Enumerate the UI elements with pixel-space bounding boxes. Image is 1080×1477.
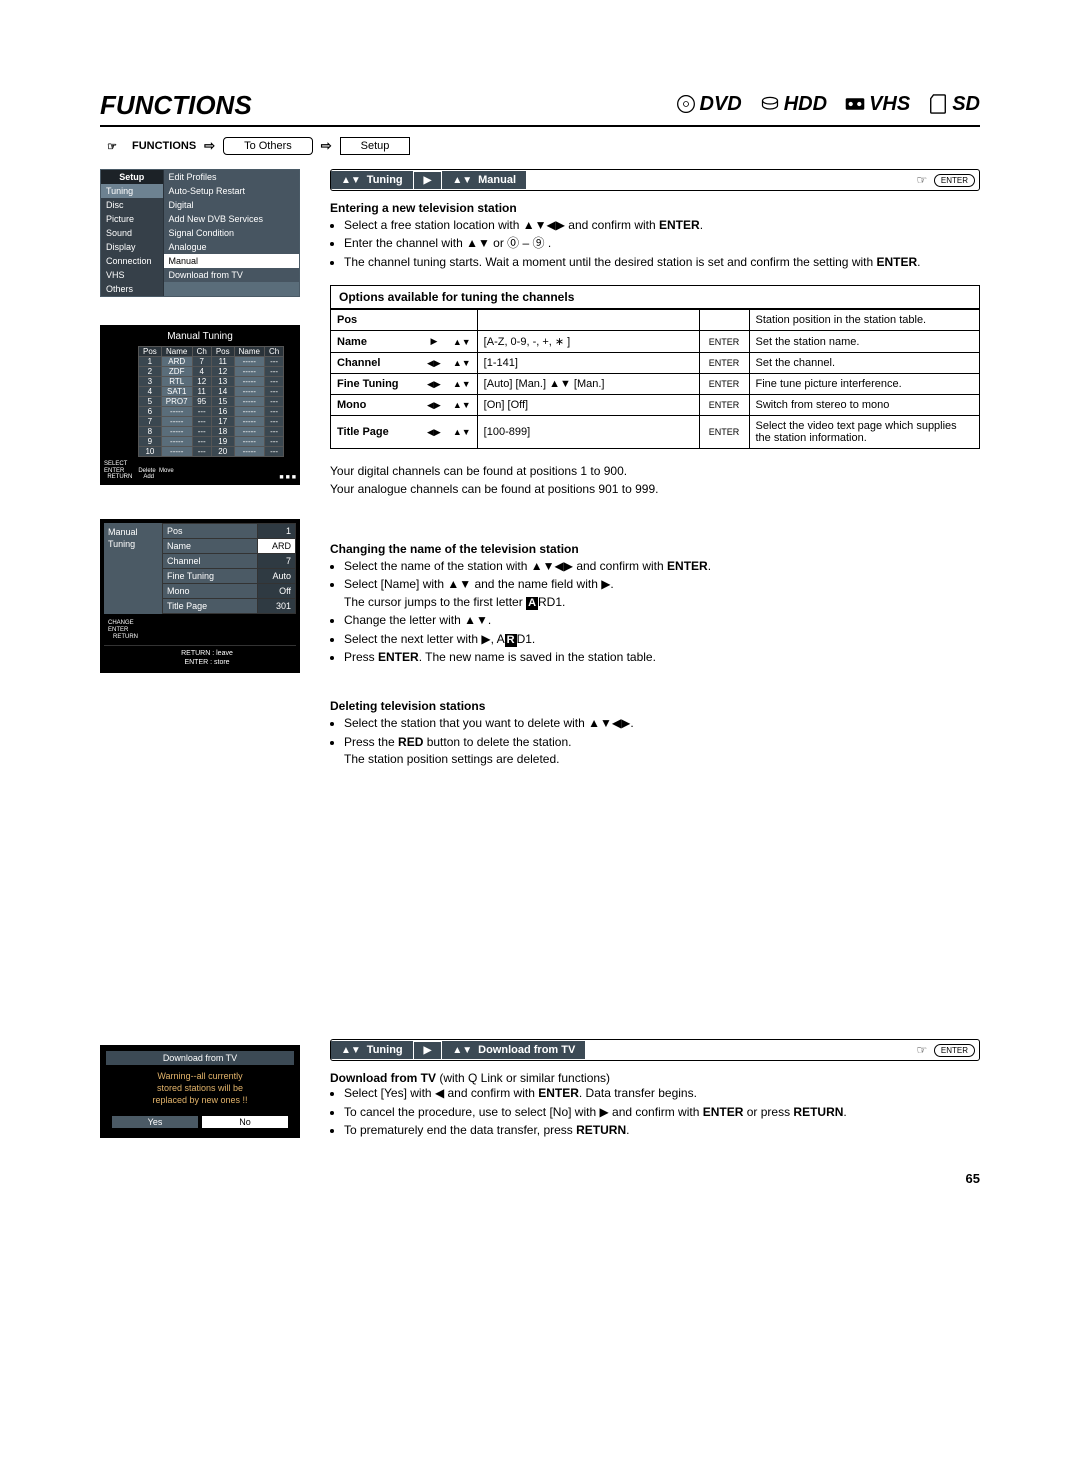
foot-line-2: ENTER : store [184, 659, 229, 666]
list-item: Select a free station location with ▲▼◀▶… [344, 217, 980, 234]
panel-title: Download from TV [106, 1051, 294, 1065]
options-title: Options available for tuning the channel… [331, 286, 979, 309]
yes-button[interactable]: Yes [112, 1116, 198, 1128]
instruction-list: Select the station that you want to dele… [330, 715, 980, 768]
panel-label: Manual Tuning [104, 523, 162, 614]
nav-label: Manual [478, 174, 516, 186]
instruction-list: Select a free station location with ▲▼◀▶… [330, 217, 980, 271]
note-text: Your digital channels can be found at po… [330, 463, 980, 498]
section-heading: Changing the name of the television stat… [330, 542, 980, 556]
nav-bar-download: ▲▼Tuning ▶ ▲▼Download from TV ☞ ENTER [330, 1039, 980, 1061]
no-button[interactable]: No [202, 1116, 288, 1128]
list-item: Select [Name] with ▲▼ and the name field… [344, 576, 980, 611]
arrow-icon: ⇨ [321, 138, 332, 154]
instruction-list: Select the name of the station with ▲▼◀▶… [330, 558, 980, 666]
page-title: FUNCTIONS [100, 90, 252, 121]
list-item: To prematurely end the data transfer, pr… [344, 1122, 980, 1139]
list-item: Enter the channel with ▲▼ or ⓪ – ⑨ . [344, 235, 980, 252]
panel-title: Manual Tuning [104, 329, 296, 346]
breadcrumb-box-2: Setup [340, 137, 411, 155]
list-item: Select the name of the station with ▲▼◀▶… [344, 558, 980, 575]
values-panel: Manual Tuning Pos1NameARDChannel7Fine Tu… [100, 519, 300, 673]
media-hdd: HDD [760, 93, 827, 116]
list-item: Press the RED button to delete the stati… [344, 734, 980, 769]
options-table: Options available for tuning the channel… [330, 285, 980, 449]
panel-footer: SELECTENTER RETURN Delete Move Add ■ ■ ■ [104, 457, 296, 481]
list-item: Select the next letter with ▶, ARD1. [344, 631, 980, 648]
list-item: To cancel the procedure, use to select [… [344, 1104, 980, 1121]
foot-line-1: RETURN : leave [181, 650, 233, 657]
hand-icon: ☞ [910, 1043, 934, 1057]
page-number: 65 [100, 1171, 980, 1186]
tuning-table: PosNameChPosNameCh1ARD711--------2ZDF412… [138, 346, 284, 457]
breadcrumb-label: FUNCTIONS [132, 140, 196, 152]
section-heading: Download from TV (with Q Link or similar… [330, 1071, 980, 1085]
page-header: FUNCTIONS DVD HDD VHS SD [100, 90, 980, 127]
nav-label: Download from TV [478, 1044, 575, 1056]
manual-tuning-panel: Manual Tuning PosNameChPosNameCh1ARD711-… [100, 325, 300, 485]
download-panel: Download from TV Warning--all currently … [100, 1045, 300, 1138]
list-item: Select [Yes] with ◀ and confirm with ENT… [344, 1085, 980, 1102]
values-table: Pos1NameARDChannel7Fine TuningAutoMonoOf… [162, 523, 296, 614]
list-item: Select the station that you want to dele… [344, 715, 980, 732]
hand-icon: ☞ [910, 173, 934, 187]
enter-pill: ENTER [934, 1044, 975, 1057]
section-heading: Entering a new television station [330, 201, 980, 215]
media-dvd: DVD [676, 93, 742, 116]
media-icons: DVD HDD VHS SD [676, 93, 981, 116]
nav-label: Tuning [367, 174, 403, 186]
nav-label: Tuning [367, 1044, 403, 1056]
section-heading: Deleting television stations [330, 699, 980, 713]
media-vhs: VHS [845, 93, 910, 116]
list-item: The channel tuning starts. Wait a moment… [344, 254, 980, 271]
arrow-icon: ⇨ [204, 138, 215, 154]
breadcrumb-box-1: To Others [223, 137, 313, 155]
breadcrumb: ☞ FUNCTIONS ⇨ To Others ⇨ Setup [100, 137, 980, 155]
nav-bar-manual: ▲▼Tuning ▶ ▲▼Manual ☞ ENTER [330, 169, 980, 191]
setup-menu: SetupEdit ProfilesTuningAuto-Setup Resta… [100, 169, 300, 297]
hint-icons: CHANGEENTER RETURN [104, 614, 296, 642]
instruction-list: Select [Yes] with ◀ and confirm with ENT… [330, 1085, 980, 1139]
list-item: Change the letter with ▲▼. [344, 612, 980, 629]
list-item: Press ENTER. The new name is saved in th… [344, 649, 980, 666]
hand-icon: ☞ [100, 140, 124, 153]
media-sd: SD [928, 93, 980, 116]
enter-pill: ENTER [934, 174, 975, 187]
warning-text: Warning--all currently stored stations w… [106, 1071, 294, 1106]
